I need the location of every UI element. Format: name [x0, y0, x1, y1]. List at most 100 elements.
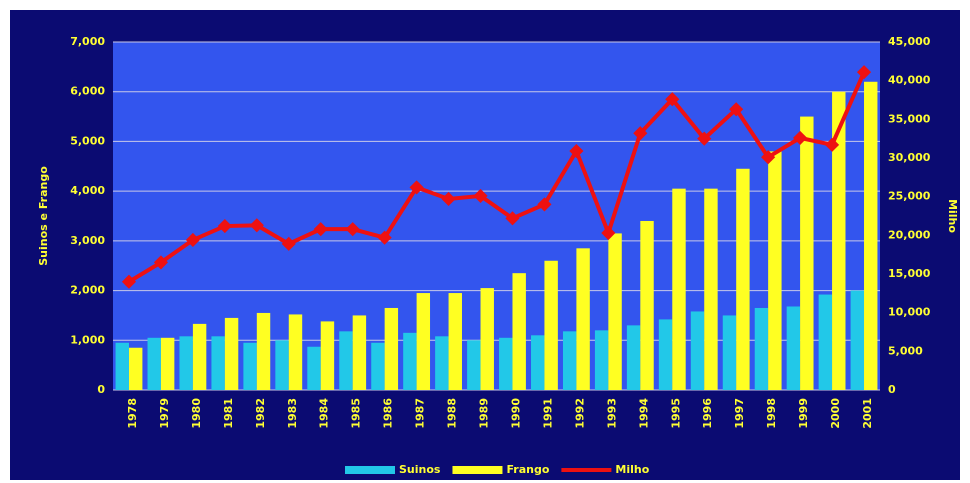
- bar: [403, 332, 417, 390]
- bar: [307, 346, 321, 390]
- bar: [786, 306, 801, 390]
- bar: [531, 335, 545, 390]
- x-tick-label: 1984: [318, 398, 331, 429]
- line-marker: [313, 222, 328, 237]
- line-marker: [537, 197, 552, 212]
- bar: [128, 347, 143, 390]
- yticks-label: 4,000: [70, 184, 105, 197]
- x-tick-label: 1992: [573, 398, 586, 429]
- bar: [722, 315, 737, 390]
- bar: [640, 220, 654, 390]
- y2ticks-label: 30,000: [888, 151, 931, 164]
- line-marker: [249, 218, 264, 233]
- line-marker: [345, 222, 360, 237]
- bar: [818, 294, 833, 390]
- bar: [672, 188, 686, 390]
- y2ticks-label: 20,000: [888, 228, 931, 241]
- line-marker: [633, 126, 648, 141]
- x-tick-label: 1988: [446, 398, 459, 429]
- bar: [594, 330, 609, 390]
- y2ticks-label: 10,000: [888, 306, 931, 319]
- bar: [736, 168, 750, 390]
- bar: [512, 273, 526, 390]
- bar: [864, 81, 878, 391]
- bar: [448, 293, 462, 390]
- bar: [754, 307, 769, 390]
- bar: [608, 233, 622, 390]
- line-marker: [281, 236, 296, 251]
- x-tick-label: 1999: [797, 398, 810, 429]
- bar: [179, 336, 193, 390]
- bar: [275, 340, 289, 390]
- bar: [256, 312, 271, 390]
- line-marker: [824, 137, 840, 152]
- bar: [115, 342, 129, 390]
- plot-area: [113, 42, 880, 390]
- x-tick-label: 1980: [190, 398, 203, 429]
- bar: [768, 151, 782, 390]
- x-tick-label: 1982: [254, 398, 267, 429]
- bar: [339, 331, 353, 390]
- line-marker: [856, 65, 872, 80]
- bar: [243, 342, 257, 390]
- bar: [147, 337, 161, 390]
- y2ticks-label: 15,000: [888, 267, 931, 280]
- legend-label: Frango: [506, 463, 549, 476]
- x-tick-label: 1983: [286, 398, 299, 429]
- line-marker: [441, 191, 456, 207]
- line-marker: [697, 131, 712, 146]
- y2ticks-label: 25,000: [888, 190, 931, 203]
- y2ticks-label: 0: [888, 383, 896, 396]
- bar: [352, 315, 367, 390]
- bar: [544, 260, 558, 390]
- bar: [626, 325, 641, 390]
- bar: [384, 307, 399, 390]
- y2ticks-label: 5,000: [888, 344, 923, 357]
- line-marker: [761, 150, 776, 165]
- x-tick-label: 2001: [861, 398, 874, 429]
- bar: [288, 314, 303, 390]
- line-marker: [217, 218, 232, 234]
- x-tick-label: 1989: [478, 398, 491, 429]
- x-tick-label: 1990: [509, 398, 522, 429]
- x-tick-label: 1979: [158, 398, 171, 429]
- y2ticks-label: 35,000: [888, 112, 931, 125]
- x-tick-label: 1994: [637, 398, 650, 429]
- line-marker: [185, 232, 200, 248]
- y2ticks-label: 45,000: [888, 35, 931, 48]
- bar: [658, 319, 673, 390]
- yticks-label: 1,000: [70, 333, 105, 346]
- yticks-label: 3,000: [70, 234, 105, 247]
- y-axis-title: Suinos e Frango: [37, 166, 50, 266]
- bar: [562, 331, 577, 390]
- bar: [704, 188, 718, 390]
- line-marker: [793, 130, 808, 145]
- bar: [192, 323, 207, 390]
- x-tick-label: 1981: [222, 398, 235, 429]
- bar: [850, 290, 865, 390]
- line-marker: [153, 255, 169, 270]
- x-tick-label: 1995: [669, 398, 682, 429]
- line-marker: [729, 102, 744, 117]
- bar: [467, 340, 481, 390]
- yticks-label: 2,000: [70, 284, 105, 297]
- x-tick-label: 2000: [829, 398, 842, 429]
- yticks-label: 5,000: [70, 134, 105, 147]
- bar: [320, 321, 335, 390]
- yticks-label: 7,000: [70, 35, 105, 48]
- x-tick-label: 1986: [382, 398, 395, 429]
- bar: [435, 336, 449, 390]
- yticks-label: 6,000: [70, 85, 105, 98]
- yticks-label: 0: [97, 383, 105, 396]
- bar: [160, 337, 175, 390]
- bar: [416, 293, 431, 390]
- bar: [576, 248, 590, 390]
- bar: [690, 311, 705, 390]
- legend-swatch: [345, 466, 395, 474]
- x-tick-label: 1998: [765, 398, 778, 429]
- x-tick-label: 1996: [701, 398, 714, 429]
- legend-swatch: [452, 466, 503, 474]
- line-marker: [473, 188, 488, 203]
- line-marker: [665, 92, 680, 107]
